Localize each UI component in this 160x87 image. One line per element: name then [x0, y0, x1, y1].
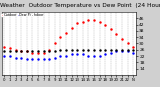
Text: Milwaukee Weather  Outdoor Temperature vs Dew Point  (24 Hours): Milwaukee Weather Outdoor Temperature vs…: [0, 3, 160, 8]
Legend: Outdoor, Dew Pt, Indoor: Outdoor, Dew Pt, Indoor: [2, 13, 44, 17]
